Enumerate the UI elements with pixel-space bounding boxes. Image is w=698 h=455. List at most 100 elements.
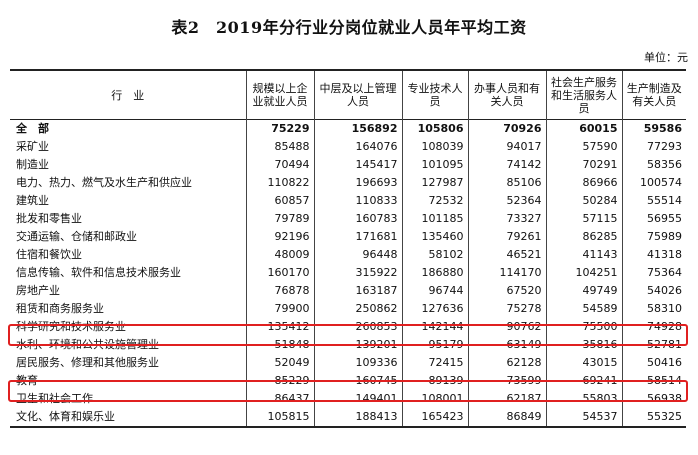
- wage-cell: 58514: [621, 372, 686, 390]
- wage-cell: 57115: [545, 210, 622, 228]
- wage-cell: 101185: [401, 210, 468, 228]
- wage-cell: 59586: [621, 119, 686, 138]
- wage-cell: 50284: [545, 192, 622, 210]
- wage-cell: 58102: [401, 246, 468, 264]
- wage-cell: 114170: [467, 264, 546, 282]
- wage-cell: 95179: [401, 336, 468, 354]
- wage-cell: 35816: [545, 336, 622, 354]
- table-row: 批发和零售业 79789 160783 101185 73327 57115 56955: [10, 210, 686, 228]
- wage-cell: 62187: [467, 390, 546, 408]
- wage-cell: 73599: [467, 372, 546, 390]
- wage-cell: 74928: [621, 318, 686, 336]
- wage-cell: 41143: [545, 246, 622, 264]
- table-row: 制造业 70494 145417 101095 74142 70291 58356: [10, 156, 686, 174]
- wage-cell: 55803: [545, 390, 622, 408]
- wage-cell: 156892: [313, 119, 402, 138]
- wage-cell: 58356: [621, 156, 686, 174]
- wage-cell: 86849: [467, 408, 546, 427]
- wage-cell: 54026: [621, 282, 686, 300]
- table-row: 水利、环境和公共设施管理业 51848 139201 95179 63149 35816 5…: [10, 336, 686, 354]
- wage-cell: 72532: [401, 192, 468, 210]
- wage-cell: 85106: [467, 174, 546, 192]
- wage-cell: 52364: [467, 192, 546, 210]
- wage-cell: 76878: [245, 282, 314, 300]
- table-row: 居民服务、修理和其他服务业 52049 109336 72415 62128 43015 5…: [10, 354, 686, 372]
- industry-cell: 租赁和商务服务业: [16, 302, 104, 315]
- wage-cell: 55325: [621, 408, 686, 427]
- column-header: 社会生产服务和生活服务人员: [545, 70, 622, 120]
- wage-cell: 109336: [313, 354, 402, 372]
- table-row: 租赁和商务服务业 79900 250862 127636 75278 54589 58310: [10, 300, 686, 318]
- wage-cell: 48009: [245, 246, 314, 264]
- wage-cell: 315922: [313, 264, 402, 282]
- table-row: 教育 85229 160745 89139 73599 69241 58514: [10, 372, 686, 390]
- wage-cell: 127636: [401, 300, 468, 318]
- table-row: 房地产业 76878 163187 96744 67520 49749 54026: [10, 282, 686, 300]
- wage-cell: 74142: [467, 156, 546, 174]
- column-header: 规模以上企业就业人员: [245, 70, 314, 120]
- wage-cell: 62128: [467, 354, 546, 372]
- wage-cell: 51848: [245, 336, 314, 354]
- wage-cell: 163187: [313, 282, 402, 300]
- wage-cell: 188413: [313, 408, 402, 427]
- column-header: 行 业: [111, 88, 145, 102]
- wage-cell: 52049: [245, 354, 314, 372]
- wage-cell: 92196: [245, 228, 314, 246]
- industry-cell: 信息传输、软件和信息技术服务业: [16, 266, 181, 279]
- column-header: 专业技术人员: [401, 70, 468, 120]
- wage-cell: 105806: [401, 119, 468, 138]
- table-row: 住宿和餐饮业 48009 96448 58102 46521 41143 41318: [10, 246, 686, 264]
- wage-cell: 75229: [245, 119, 314, 138]
- table-row: 文化、体育和娱乐业 105815 188413 165423 86849 54537 553…: [10, 408, 686, 427]
- wage-cell: 72415: [401, 354, 468, 372]
- wage-cell: 55514: [621, 192, 686, 210]
- wage-cell: 79900: [245, 300, 314, 318]
- wage-cell: 149401: [313, 390, 402, 408]
- wage-table: 行 业 规模以上企业就业人员 中层及以上管理人员 专业技术人员 办事人员和有关人员 社会生…: [10, 69, 686, 428]
- wage-cell: 100574: [621, 174, 686, 192]
- wage-cell: 58310: [621, 300, 686, 318]
- unit-label: 单位：元: [644, 51, 688, 64]
- wage-cell: 85488: [245, 138, 314, 156]
- wage-cell: 79261: [467, 228, 546, 246]
- wage-cell: 46521: [467, 246, 546, 264]
- wage-cell: 96448: [313, 246, 402, 264]
- wage-cell: 196693: [313, 174, 402, 192]
- wage-cell: 69241: [545, 372, 622, 390]
- industry-cell: 科学研究和技术服务业: [16, 320, 126, 333]
- wage-cell: 75989: [621, 228, 686, 246]
- wage-cell: 104251: [545, 264, 622, 282]
- wage-cell: 164076: [313, 138, 402, 156]
- wage-cell: 127987: [401, 174, 468, 192]
- header-row: 行 业 规模以上企业就业人员 中层及以上管理人员 专业技术人员 办事人员和有关人员 社会生…: [10, 70, 686, 120]
- wage-cell: 50416: [621, 354, 686, 372]
- table-header: 行 业 规模以上企业就业人员 中层及以上管理人员 专业技术人员 办事人员和有关人员 社会生…: [10, 70, 686, 120]
- table-title: 表2 2019年分行业分岗位就业人员年平均工资: [171, 18, 527, 37]
- wage-cell: 110833: [313, 192, 402, 210]
- wage-cell: 73327: [467, 210, 546, 228]
- industry-cell: 教育: [16, 374, 38, 387]
- industry-cell: 居民服务、修理和其他服务业: [16, 356, 159, 369]
- wage-cell: 160170: [245, 264, 314, 282]
- wage-cell: 49749: [545, 282, 622, 300]
- table-row: 科学研究和技术服务业 135412 260853 142144 90762 75500 74…: [10, 318, 686, 336]
- wage-cell: 86966: [545, 174, 622, 192]
- wage-cell: 77293: [621, 138, 686, 156]
- wage-cell: 85229: [245, 372, 314, 390]
- wage-cell: 142144: [401, 318, 468, 336]
- column-header: 生产制造及有关人员: [621, 70, 686, 120]
- wage-cell: 171681: [313, 228, 402, 246]
- industry-cell: 制造业: [16, 158, 49, 171]
- wage-cell: 105815: [245, 408, 314, 427]
- wage-cell: 79789: [245, 210, 314, 228]
- wage-cell: 110822: [245, 174, 314, 192]
- wage-cell: 56938: [621, 390, 686, 408]
- wage-cell: 60857: [245, 192, 314, 210]
- column-header: 办事人员和有关人员: [467, 70, 546, 120]
- wage-cell: 75500: [545, 318, 622, 336]
- industry-cell: 建筑业: [16, 194, 49, 207]
- wage-cell: 89139: [401, 372, 468, 390]
- table-row: 建筑业 60857 110833 72532 52364 50284 55514: [10, 192, 686, 210]
- table-body: 全 部 75229 156892 105806 70926 60015 59586 采矿业 85…: [10, 119, 686, 427]
- wage-cell: 52781: [621, 336, 686, 354]
